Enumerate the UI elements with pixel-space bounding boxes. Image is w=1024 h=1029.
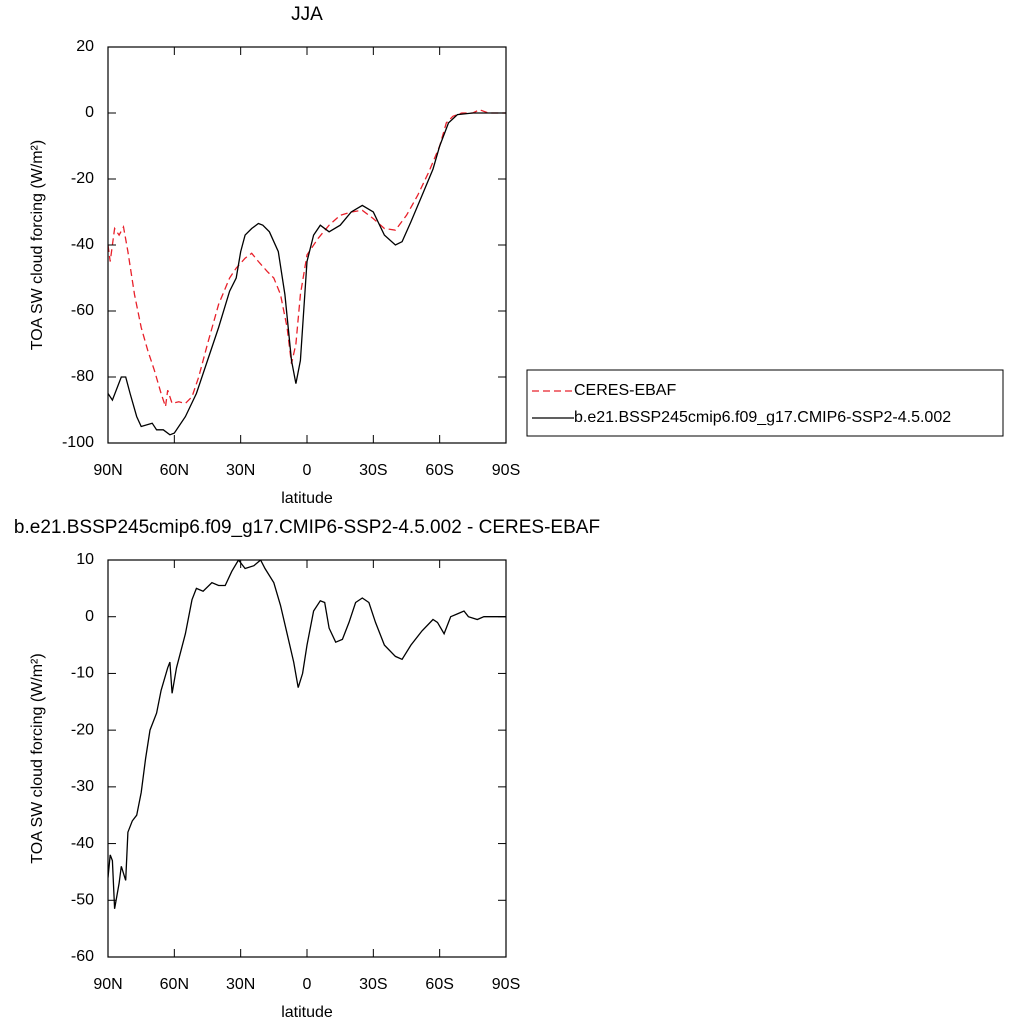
chart-title: b.e21.BSSP245cmip6.f09_g17.CMIP6-SSP2-4.… bbox=[14, 517, 600, 538]
y-tick-label: -40 bbox=[71, 835, 94, 852]
x-tick-label: 90N bbox=[93, 976, 122, 993]
chart-title: JJA bbox=[291, 4, 323, 25]
y-tick-label: -60 bbox=[71, 302, 94, 319]
y-tick-label: -50 bbox=[71, 892, 94, 909]
x-axis-label: latitude bbox=[281, 490, 333, 507]
y-tick-label: 20 bbox=[76, 38, 94, 55]
x-tick-label: 30N bbox=[226, 976, 255, 993]
x-tick-label: 30S bbox=[359, 462, 387, 479]
y-tick-label: -30 bbox=[71, 778, 94, 795]
x-axis-label: latitude bbox=[281, 1004, 333, 1021]
plot-frame bbox=[107, 46, 507, 444]
plot-frame bbox=[107, 559, 507, 958]
y-tick-label: -100 bbox=[62, 434, 94, 451]
x-tick-label: 90S bbox=[492, 462, 520, 479]
x-tick-label: 60N bbox=[160, 976, 189, 993]
x-tick-label: 0 bbox=[303, 462, 312, 479]
y-axis-label: TOA SW cloud forcing (W/m²) bbox=[29, 653, 46, 863]
y-tick-label: -40 bbox=[71, 236, 94, 253]
x-tick-label: 0 bbox=[303, 976, 312, 993]
data-line bbox=[108, 108, 506, 407]
x-tick-label: 60S bbox=[425, 976, 453, 993]
x-tick-label: 30S bbox=[359, 976, 387, 993]
legend-box bbox=[526, 369, 1004, 437]
y-axis-label: TOA SW cloud forcing (W/m²) bbox=[29, 140, 46, 350]
x-tick-label: 60S bbox=[425, 462, 453, 479]
x-tick-label: 90S bbox=[492, 976, 520, 993]
x-tick-label: 60N bbox=[160, 462, 189, 479]
y-tick-label: 0 bbox=[85, 608, 94, 625]
y-tick-label: -60 bbox=[71, 948, 94, 965]
y-tick-label: -20 bbox=[71, 721, 94, 738]
legend-label: b.e21.BSSP245cmip6.f09_g17.CMIP6-SSP2-4.… bbox=[574, 409, 951, 426]
x-tick-label: 30N bbox=[226, 462, 255, 479]
x-tick-label: 90N bbox=[93, 462, 122, 479]
y-tick-label: -80 bbox=[71, 368, 94, 385]
y-tick-label: 0 bbox=[85, 104, 94, 121]
legend-label: CERES-EBAF bbox=[574, 382, 676, 399]
y-tick-label: 10 bbox=[76, 551, 94, 568]
data-line bbox=[108, 112, 506, 436]
data-line bbox=[108, 560, 506, 909]
y-tick-label: -20 bbox=[71, 170, 94, 187]
y-tick-label: -10 bbox=[71, 665, 94, 682]
